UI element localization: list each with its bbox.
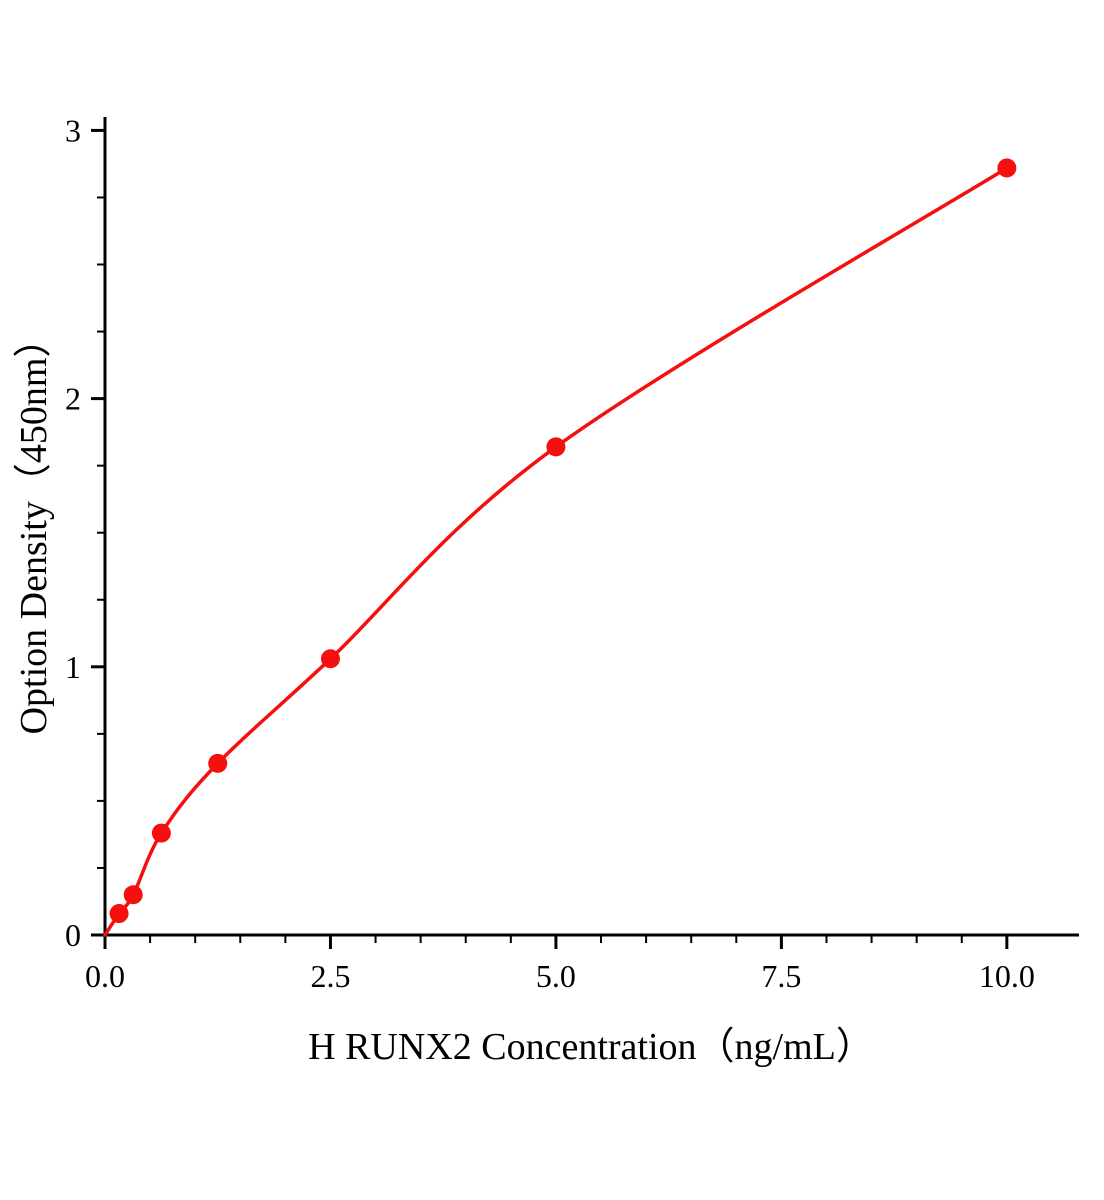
x-tick-label: 2.5 xyxy=(310,958,350,994)
x-tick-label: 0.0 xyxy=(85,958,125,994)
x-tick-label: 7.5 xyxy=(761,958,801,994)
x-tick-label: 10.0 xyxy=(979,958,1035,994)
axis-frame xyxy=(103,117,1079,937)
data-point-marker xyxy=(997,158,1017,178)
tick-labels: 0.0 2.5 5.0 7.5 10.0 0 1 2 3 xyxy=(65,112,1035,994)
data-point-marker xyxy=(123,885,143,905)
data-point-marker xyxy=(151,823,171,843)
data-point-marker xyxy=(208,753,228,773)
data-point-marker xyxy=(109,904,129,924)
y-tick-label: 1 xyxy=(65,649,81,685)
y-tick-label: 0 xyxy=(65,917,81,953)
y-tick-label: 2 xyxy=(65,381,81,417)
fit-curve xyxy=(103,166,1009,937)
x-axis-title: H RUNX2 Concentration（ng/mL） xyxy=(308,1026,874,1068)
data-points xyxy=(109,158,1017,924)
axis-ticks xyxy=(91,128,1009,949)
axis-lines xyxy=(103,117,1079,937)
data-point-marker xyxy=(546,437,566,457)
y-tick-label: 3 xyxy=(65,112,81,148)
standard-curve-line xyxy=(103,166,1009,937)
data-point-marker xyxy=(320,649,340,669)
y-axis-title: Option Density（450nm） xyxy=(13,319,55,735)
x-tick-label: 5.0 xyxy=(536,958,576,994)
